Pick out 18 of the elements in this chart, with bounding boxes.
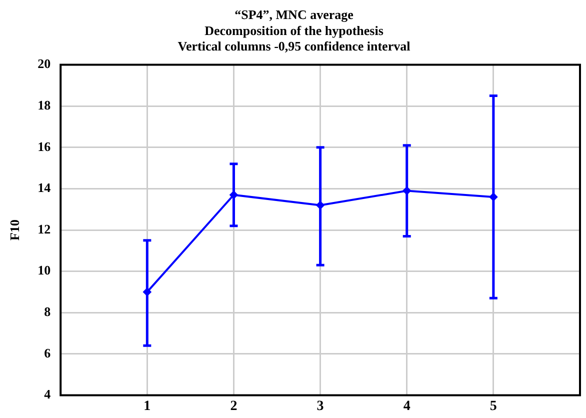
y-tick-label: 8 <box>44 304 52 319</box>
y-tick-label: 4 <box>44 386 52 402</box>
x-tick-label: 2 <box>230 399 238 414</box>
y-tick-label: 20 <box>38 56 51 72</box>
text: “SP4”, MNC average <box>234 7 354 22</box>
y-tick-label: 6 <box>44 345 52 360</box>
y-axis-title: F10 <box>7 220 22 240</box>
text: Vertical columns -0,95 confidence interval <box>178 38 410 54</box>
y-tick-label: 14 <box>38 180 52 196</box>
y-tick-label: 10 <box>38 262 51 278</box>
text: Decomposition of the hypothesis <box>204 22 384 38</box>
x-tick-label: 1 <box>144 399 151 414</box>
x-tick-label: 4 <box>403 399 410 414</box>
y-tick-label: 18 <box>38 97 52 112</box>
y-tick-label: 16 <box>38 138 52 154</box>
x-tick-label: 3 <box>316 399 324 414</box>
x-tick-label: 5 <box>490 399 497 414</box>
y-tick-label: 12 <box>38 221 51 236</box>
